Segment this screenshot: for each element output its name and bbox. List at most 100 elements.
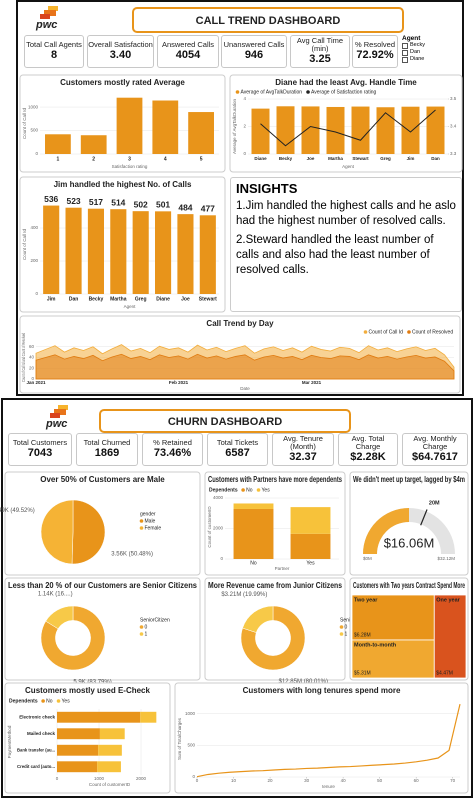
x-axis-label: Count of customerID	[89, 782, 131, 787]
y-tick-label: 0	[192, 774, 195, 779]
legend-label: Average of Satisfaction rating	[311, 89, 376, 95]
legend-swatch	[139, 632, 144, 636]
data-label: 501	[156, 200, 170, 210]
y-tick-label: 4	[243, 96, 246, 101]
chart-title: Customers mostly used E-Check	[25, 686, 150, 695]
chart-title: Over 50% of Customers are Male	[40, 475, 165, 484]
slicer-item[interactable]: Diane	[402, 56, 457, 63]
x-axis-label: Date	[240, 386, 250, 391]
bar	[110, 209, 127, 294]
y-tick-label: 500	[30, 128, 38, 133]
tile-label: Month-to-month	[354, 642, 397, 648]
tile-value: $6.28M	[354, 632, 371, 638]
slicer-label: Diane	[410, 56, 425, 62]
target-marker	[420, 509, 428, 526]
slicer-label: Becky	[410, 42, 425, 48]
y-tick-label: 2000	[213, 526, 224, 531]
x-tick-label: Diane	[254, 156, 267, 161]
y-tick-label: 1000	[28, 104, 39, 109]
title-box	[99, 409, 351, 433]
x-tick-label: 1000	[94, 776, 105, 781]
dashboard-title: CALL TREND DASHBOARD	[196, 15, 341, 27]
slice	[71, 499, 106, 565]
slice	[40, 499, 74, 565]
kpi-card: % Retained 73.46%	[142, 433, 203, 466]
bar	[351, 106, 370, 154]
y-tick-label: 0	[35, 151, 38, 156]
x-axis-label: Satisfaction rating	[112, 164, 148, 169]
kpi-label: Avg. Monthly Charge	[413, 434, 457, 451]
x-tick-label: Greg	[380, 156, 391, 161]
x-tick-label: Martha	[328, 156, 343, 161]
logo: pwc	[45, 418, 67, 430]
x-tick-label: Feb 2021	[169, 380, 189, 385]
legend-swatch	[407, 330, 411, 334]
x-tick-label: 2000	[136, 776, 147, 781]
data-label: 3.49K (49.52%)	[0, 508, 35, 514]
axis-max-label: $32.12M	[437, 556, 455, 561]
kpi-card: Total Churned 1869	[76, 433, 138, 466]
kpi-card: Total Call Agents 8	[24, 35, 84, 68]
legend-title: SeniorCitizen	[140, 617, 170, 623]
y-axis-label: Count of Call Id	[22, 108, 27, 140]
chart-title: Diane had the least Avg. Handle Time	[275, 78, 417, 87]
kpi-label: Total Tickets	[216, 438, 259, 447]
y-tick-label: 40	[29, 355, 35, 360]
panel	[349, 471, 469, 576]
line	[196, 704, 461, 778]
y-axis-label: Sum of TotalCharges	[177, 717, 182, 760]
slicer-item[interactable]: Becky	[402, 42, 457, 49]
kpi-card: Total Tickets 6587	[207, 433, 268, 466]
tile	[433, 594, 467, 679]
panel	[204, 577, 346, 681]
bar-segment	[57, 744, 99, 756]
x-tick-label: Jan 2021	[26, 380, 46, 385]
y-tick-label: Credit card (auto...	[17, 764, 55, 769]
x-tick-label: 3	[128, 156, 131, 162]
x-tick-label: 50	[377, 778, 383, 783]
kpi-value: $64.7617	[412, 451, 458, 463]
kpi-label: Overall Satisfaction	[88, 40, 153, 49]
chart-title: Less than 20 % of our Customers are Seni…	[8, 581, 198, 590]
tile-label: One year	[436, 597, 460, 603]
bar	[401, 106, 420, 154]
bar	[116, 97, 143, 154]
legend-label: Count of Resolved	[412, 329, 453, 335]
kpi-label: % Retained	[153, 438, 192, 447]
slicer-item[interactable]: Dan	[402, 49, 457, 56]
legend-label: No	[246, 487, 253, 493]
kpi-value: 72.92%	[356, 49, 394, 61]
insight: 1.Jim handled the highest calls and he a…	[236, 200, 456, 227]
x-tick-label: 0	[56, 776, 59, 781]
kpi-label: Avg Call Time (min)	[296, 36, 344, 53]
insights-panel: INSIGHTS 1.Jim handled the highest calls …	[230, 177, 462, 312]
legend-swatch	[139, 526, 144, 530]
kpi-value: 3.25	[309, 53, 331, 65]
logo-mark	[40, 6, 68, 418]
y-axis-label: Count of Call Id	[22, 229, 27, 261]
target-label: 20M	[429, 500, 440, 506]
data-label: 1.14K (16....)	[38, 592, 73, 598]
slice	[242, 605, 274, 633]
legend-label: 0	[145, 624, 148, 630]
chart-title: Customers with long tenures spend more	[243, 686, 401, 695]
legend-label: 1	[145, 631, 148, 637]
kpi-card: % Resolved 72.92%	[352, 35, 398, 68]
slicer-label: Dan	[410, 49, 421, 55]
x-tick-label: 20	[268, 778, 274, 783]
x-tick-label: 70	[450, 778, 456, 783]
x-tick-label: Diane	[156, 296, 170, 302]
x-tick-label: No	[250, 560, 257, 566]
x-axis-label: Agent	[124, 304, 137, 309]
bar-segment	[57, 711, 141, 723]
x-tick-label: Stewart	[199, 296, 217, 302]
bar-segment	[290, 507, 331, 534]
chart-title: Customers with Partners have more depend…	[208, 475, 342, 484]
checkbox	[402, 42, 408, 49]
kpi-value: 7043	[27, 447, 53, 459]
kpi-card: Answered Calls 4054	[157, 35, 219, 68]
y-tick-label: 3.3	[450, 151, 457, 156]
bar-segment	[290, 533, 331, 559]
bar-segment	[233, 503, 274, 509]
